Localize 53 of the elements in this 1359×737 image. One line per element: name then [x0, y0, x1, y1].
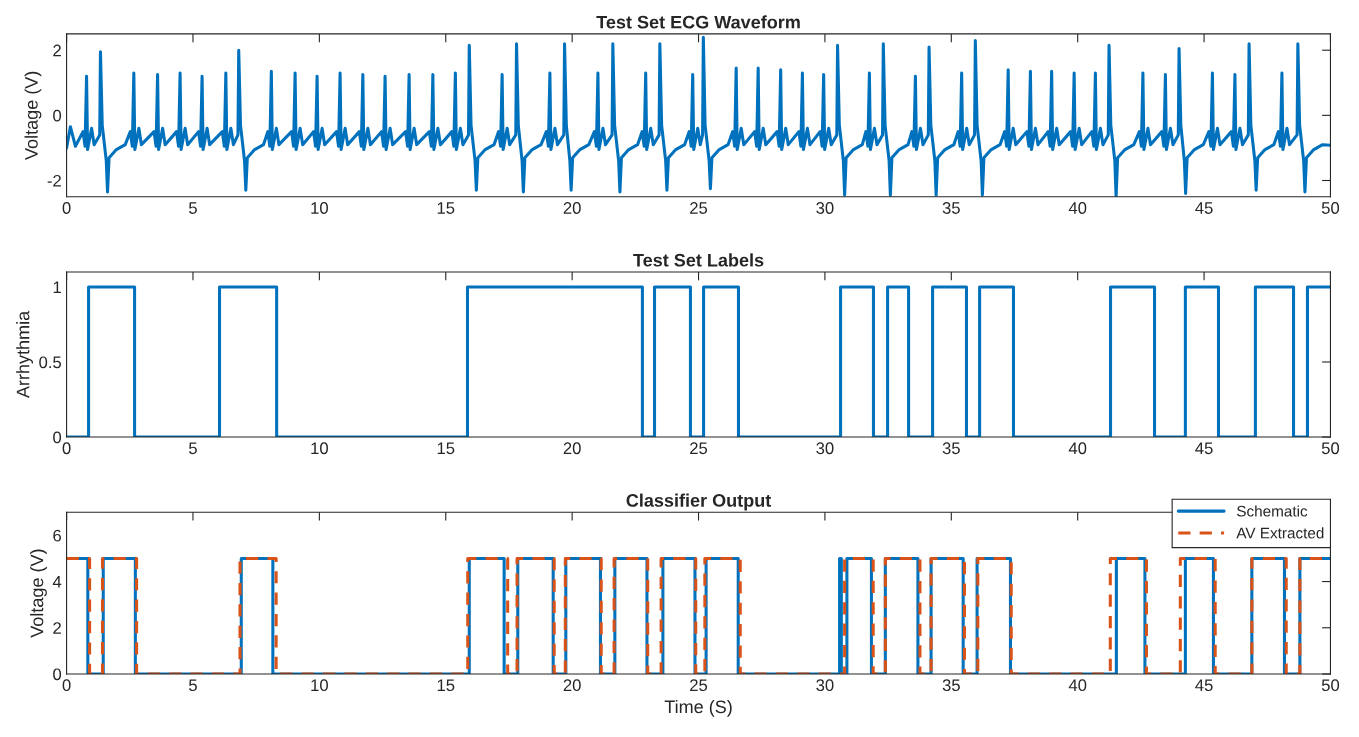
x-tick-label: 10	[311, 442, 328, 455]
x-tick-label: 35	[942, 679, 960, 692]
x-tick-label: 50	[1321, 679, 1340, 692]
x-tick-label: 40	[1068, 679, 1087, 692]
y-tick-label: -2	[47, 174, 61, 187]
x-tick-label: 15	[437, 442, 455, 455]
x-tick-label: 5	[189, 202, 197, 214]
x-tick-label: 0	[62, 202, 71, 214]
x-tick-label: 40	[1068, 442, 1087, 455]
x-tick-label: 25	[690, 442, 708, 455]
y-tick-label: 1	[53, 281, 61, 293]
x-tick-label: 15	[437, 202, 455, 214]
x-tick-label: 0	[62, 679, 71, 692]
x-tick-label: 20	[563, 679, 581, 692]
x-tick-label: 35	[942, 442, 960, 455]
y-axis-title: Voltage (V)	[30, 549, 47, 638]
chart-title: Test Set ECG Waveform	[596, 15, 800, 29]
y-tick-label: 0	[53, 431, 62, 444]
x-tick-label: 0	[62, 442, 71, 455]
x-axis-title: Time (S)	[664, 699, 732, 717]
y-tick-label: 2	[53, 44, 61, 57]
chart-title: Test Set Labels	[633, 253, 764, 267]
x-tick-label: 45	[1195, 679, 1213, 692]
x-tick-label: 5	[189, 442, 197, 455]
x-tick-label: 40	[1068, 202, 1087, 214]
y-axis-title: Arrhythmia	[16, 310, 34, 399]
x-tick-label: 10	[311, 679, 328, 692]
y-tick-label: 0	[53, 109, 62, 122]
chart-title: Classifier Output	[626, 493, 772, 511]
line-series	[66, 35, 1331, 197]
x-tick-label: 5	[189, 679, 197, 692]
x-tick-label: 10	[311, 202, 328, 214]
legend-label: AV Extracted	[1236, 527, 1324, 539]
y-tick-label: 0.5	[39, 356, 62, 369]
legend-label: Schematic	[1237, 505, 1308, 517]
x-tick-label: 20	[563, 202, 581, 214]
y-tick-label: 2	[53, 622, 61, 634]
x-tick-label: 35	[942, 202, 960, 214]
x-tick-label: 50	[1321, 442, 1340, 455]
x-tick-label: 45	[1195, 202, 1213, 214]
x-tick-label: 30	[816, 679, 834, 692]
x-tick-label: 25	[690, 202, 708, 214]
x-tick-label: 30	[816, 202, 834, 214]
x-tick-label: 30	[816, 442, 834, 455]
y-tick-label: 6	[53, 529, 61, 542]
y-axis-title: Voltage (V)	[24, 71, 42, 160]
x-tick-label: 15	[437, 679, 455, 692]
x-tick-label: 25	[690, 679, 708, 692]
x-tick-label: 45	[1195, 442, 1213, 455]
y-tick-label: 0	[53, 668, 62, 681]
x-tick-label: 20	[563, 442, 581, 455]
y-tick-label: 4	[52, 576, 62, 588]
x-tick-label: 50	[1321, 202, 1340, 214]
